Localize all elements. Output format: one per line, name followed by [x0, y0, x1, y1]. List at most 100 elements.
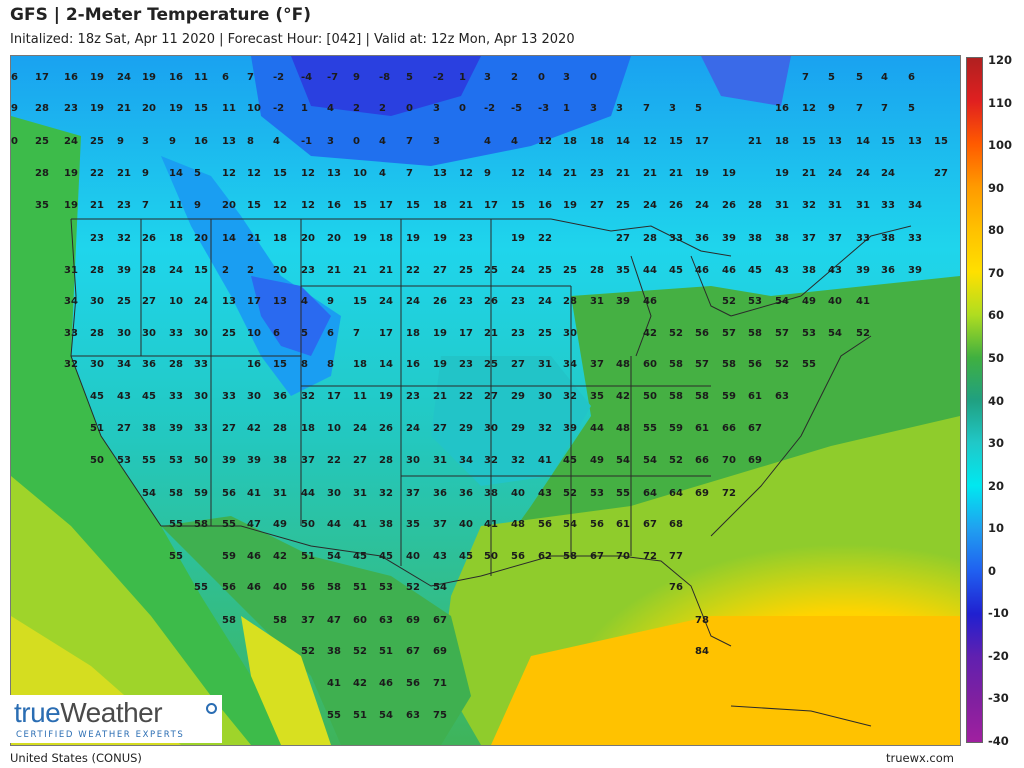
temperature-labels: 6 17 16 19 24 19 16 11 6 7 -2 -4 -7 9 -8 5 -2 1 3 2 0 3 0 7 5 5 4 6…: [11, 72, 948, 721]
temperature-value: 9: [484, 168, 491, 179]
logo-tagline: CERTIFIED WEATHER EXPERTS: [16, 730, 185, 740]
temperature-value: 25: [35, 136, 49, 147]
temperature-value: 20: [194, 233, 208, 244]
temperature-value: 5: [695, 103, 702, 114]
temperature-value: 7: [881, 103, 888, 114]
temperature-value: 40: [511, 488, 525, 499]
temperature-value: 39: [908, 265, 922, 276]
temperature-value: 19: [64, 168, 78, 179]
temperature-value: 31: [590, 296, 604, 307]
temperature-value: 57: [722, 328, 736, 339]
temperature-value: 19: [64, 200, 78, 211]
cuba-outline: [730, 705, 872, 727]
temperature-value: 39: [117, 265, 131, 276]
temperature-value: 30: [90, 359, 104, 370]
site-label: truewx.com: [885, 751, 954, 765]
temperature-value: 23: [406, 391, 420, 402]
colorbar-tick-label: -40: [988, 734, 1009, 748]
temperature-value: 49: [590, 455, 604, 466]
colorbar-tick-label: 120: [988, 53, 1013, 67]
temperature-value: 21: [433, 391, 447, 402]
temperature-value: 49: [273, 519, 287, 530]
temperature-value: 18: [590, 136, 604, 147]
temperature-value: 42: [616, 391, 630, 402]
colorbar-tick-label: 110: [988, 95, 1013, 110]
temperature-value: 55: [327, 710, 341, 721]
temperature-value: 16: [64, 72, 78, 83]
temperature-value: 11: [169, 200, 183, 211]
temperature-value: 51: [379, 646, 393, 657]
temperature-value: 38: [142, 423, 156, 434]
map-title: GFS | 2-Meter Temperature (°F): [10, 5, 311, 25]
temperature-value: 14: [169, 168, 183, 179]
temperature-value: 50: [643, 391, 657, 402]
temperature-value: 7: [142, 200, 149, 211]
temperature-value: 21: [379, 265, 393, 276]
temperature-value: 19: [433, 328, 447, 339]
temperature-value: 22: [327, 455, 341, 466]
temperature-value: 16: [247, 359, 261, 370]
temperature-value: 37: [433, 519, 447, 530]
temperature-value: 5: [856, 72, 863, 83]
temperature-value: 54: [327, 551, 341, 562]
temperature-value: 35: [590, 391, 604, 402]
temperature-value: 33: [64, 328, 78, 339]
temperature-value: 56: [222, 582, 236, 593]
temperature-value: 16: [538, 200, 552, 211]
temperature-value: 70: [616, 551, 630, 562]
temperature-value: 32: [802, 200, 816, 211]
temperature-value: 34: [563, 359, 577, 370]
colorbar-tick-label: 80: [988, 223, 1005, 238]
temperature-value: 31: [64, 265, 78, 276]
temperature-map: 6 17 16 19 24 19 16 11 6 7 -2 -4 -7 9 -8 5 -2 1 3 2 0 3 0 7 5 5 4 6…: [10, 55, 961, 746]
temperature-value: 51: [353, 582, 367, 593]
temperature-value: 17: [379, 328, 393, 339]
temperature-value: 67: [748, 423, 762, 434]
temperature-value: 50: [194, 455, 208, 466]
temperature-value: 42: [353, 678, 367, 689]
temperature-value: 21: [484, 328, 498, 339]
temperature-value: 2: [353, 103, 360, 114]
temperature-value: 14: [856, 136, 870, 147]
temperature-value: 12: [301, 168, 315, 179]
temperature-value: 55: [643, 423, 657, 434]
temperature-value: 30: [90, 296, 104, 307]
temperature-value: 58: [194, 519, 208, 530]
temperature-value: 24: [828, 168, 842, 179]
temperature-value: 25: [222, 328, 236, 339]
temperature-value: 70: [722, 455, 736, 466]
temperature-value: 18: [406, 328, 420, 339]
temperature-value: 33: [669, 233, 683, 244]
temperature-value: 41: [327, 678, 341, 689]
temperature-value: 19: [379, 391, 393, 402]
temperature-value: 84: [695, 646, 709, 657]
temperature-value: 30: [142, 328, 156, 339]
temperature-value: 56: [406, 678, 420, 689]
temperature-value: 46: [247, 551, 261, 562]
temperature-value: 0: [11, 136, 18, 147]
temperature-value: 12: [802, 103, 816, 114]
temperature-value: 14: [379, 359, 393, 370]
temperature-value: 44: [643, 265, 657, 276]
temperature-value: 30: [117, 328, 131, 339]
temperature-value: 19: [142, 72, 156, 83]
temperature-value: 10: [353, 168, 367, 179]
temperature-value: 9: [117, 136, 124, 147]
temperature-value: 32: [511, 455, 525, 466]
temperature-value: 3: [616, 103, 623, 114]
temperature-value: 56: [511, 551, 525, 562]
temperature-value: 35: [35, 200, 49, 211]
temperature-value: -2: [273, 72, 284, 83]
temperature-value: 53: [117, 455, 131, 466]
temperature-value: 15: [273, 168, 287, 179]
temperature-value: 9: [353, 72, 360, 83]
temperature-value: 58: [695, 391, 709, 402]
temperature-value: 40: [459, 519, 473, 530]
temperature-value: 58: [273, 615, 287, 626]
temperature-value: 38: [881, 233, 895, 244]
colorbar-tick-label: 100: [988, 138, 1013, 153]
temperature-value: 11: [222, 103, 236, 114]
temperature-value: 5: [406, 72, 413, 83]
temperature-value: 28: [169, 359, 183, 370]
temperature-value: 60: [643, 359, 657, 370]
